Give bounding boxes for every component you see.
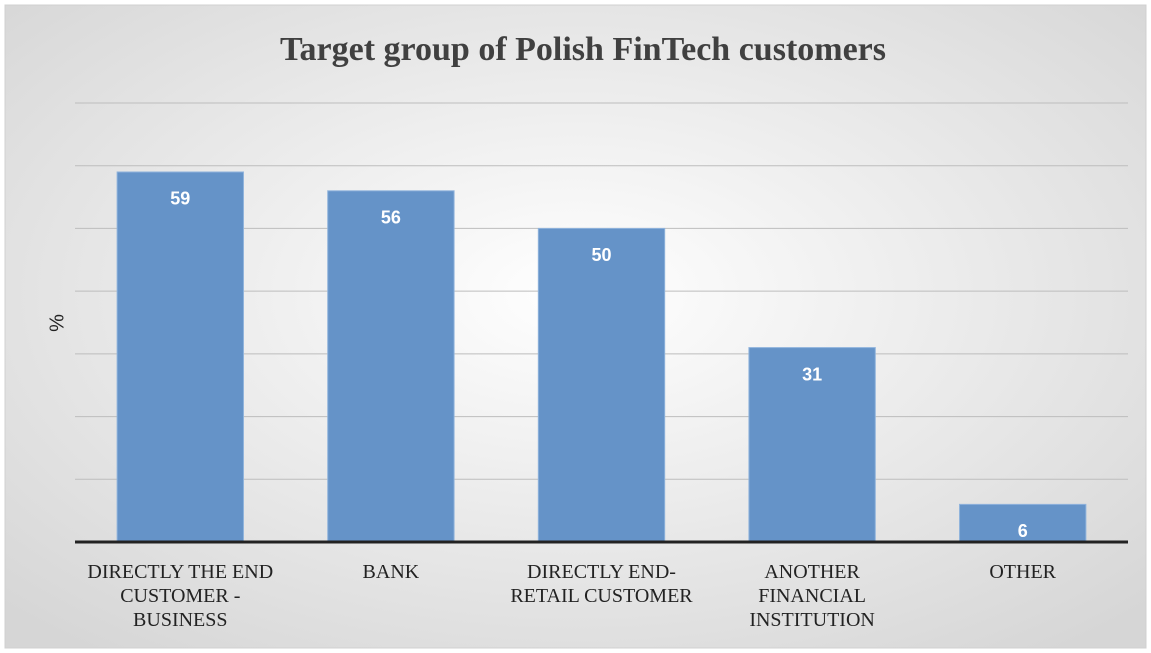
bar (959, 503, 1087, 543)
data-label: 50 (591, 245, 611, 265)
data-label: 6 (1018, 521, 1028, 541)
x-tick-label: DIRECTLY THE END CUSTOMER - BUSINESS (87, 561, 274, 631)
bar (116, 171, 244, 543)
x-tick-label: DIRECTLY END-RETAIL CUSTOMER (510, 561, 693, 607)
bar (537, 227, 666, 543)
bar (327, 190, 455, 543)
data-label: 56 (381, 208, 401, 228)
x-tick-label: OTHER (989, 561, 1057, 583)
x-tick-label: BANK (362, 561, 420, 583)
x-tick-label: ANOTHER FINANCIAL INSTITUTION (749, 561, 875, 631)
bar (748, 347, 876, 543)
chart-title: Target group of Polish FinTech customers (280, 31, 886, 68)
y-axis-label: % (46, 314, 68, 332)
data-label: 31 (802, 364, 822, 384)
data-label: 59 (170, 189, 190, 209)
